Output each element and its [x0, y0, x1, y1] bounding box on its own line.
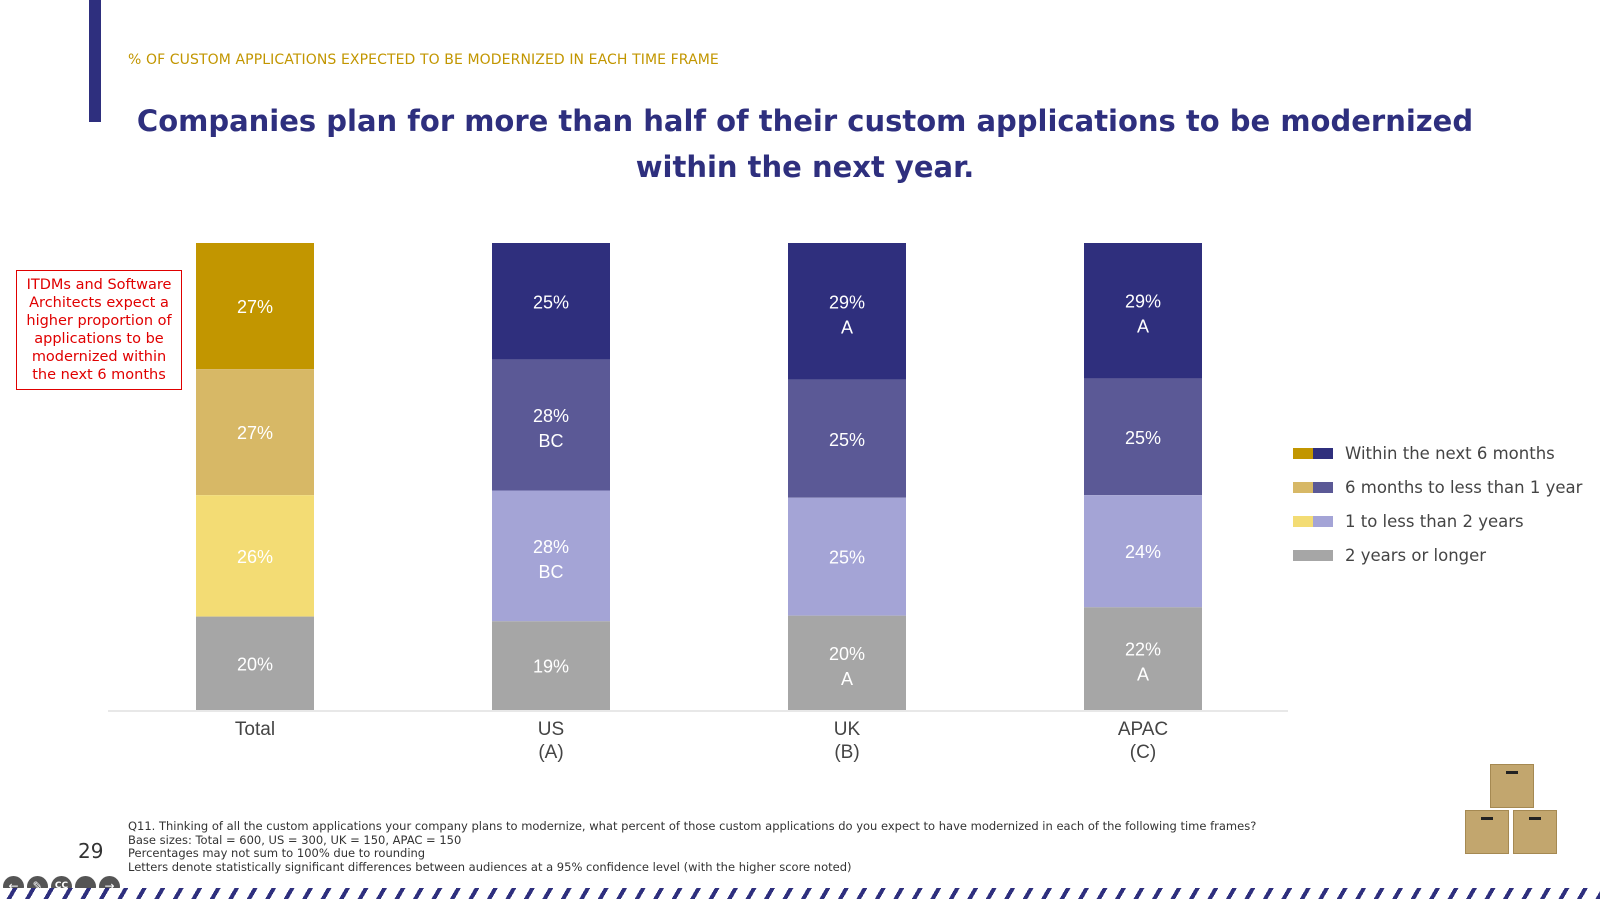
bar-segment	[492, 621, 610, 710]
legend-swatch	[1293, 481, 1333, 493]
category-label: UK	[834, 719, 861, 740]
data-label: 19%	[533, 657, 569, 677]
legend-swatch	[1293, 447, 1333, 459]
box-top	[1490, 764, 1534, 808]
bar-segment	[492, 490, 610, 622]
bar-segment	[788, 497, 906, 616]
footnote-rounding: Percentages may not sum to 100% due to r…	[128, 846, 426, 860]
category-label: US	[538, 719, 564, 740]
bar-segment	[1084, 607, 1202, 710]
legend-item-within-6-months: Within the next 6 months	[1293, 436, 1582, 470]
significance-label: BC	[538, 431, 563, 451]
bar-segment	[788, 243, 906, 380]
legend-label: 6 months to less than 1 year	[1345, 477, 1583, 497]
data-label: 24%	[1125, 542, 1161, 562]
legend-item-6-months-to-1-year: 6 months to less than 1 year	[1293, 470, 1582, 504]
slide-title: Companies plan for more than half of the…	[136, 104, 1474, 184]
data-label: 28%	[533, 537, 569, 557]
bar-segment	[492, 243, 610, 360]
significance-label: BC	[538, 562, 563, 582]
bar-segment	[492, 359, 610, 491]
data-label: 22%	[1125, 640, 1161, 660]
data-label: 20%	[237, 654, 273, 674]
legend-label: Within the next 6 months	[1345, 443, 1555, 463]
bar-segment	[1084, 378, 1202, 496]
data-label: 27%	[237, 423, 273, 443]
data-label: 25%	[533, 292, 569, 312]
data-label: 29%	[1125, 292, 1161, 312]
data-label: 29%	[829, 292, 865, 312]
footnotes: Q11. Thinking of all the custom applicat…	[128, 819, 1257, 874]
bar-segment	[1084, 495, 1202, 608]
legend-label: 2 years or longer	[1345, 545, 1487, 565]
legend-item-2-years-or-longer: 2 years or longer	[1293, 538, 1582, 572]
data-label: 25%	[829, 548, 865, 568]
data-label: 26%	[237, 547, 273, 567]
bar-segment	[1084, 243, 1202, 379]
significance-label: A	[841, 669, 853, 689]
chart-legend: Within the next 6 months 6 months to les…	[1293, 436, 1582, 572]
legend-swatch	[1293, 549, 1333, 561]
legend-label: 1 to less than 2 years	[1345, 511, 1524, 531]
accent-bar	[89, 0, 101, 122]
bar-segment	[196, 243, 314, 370]
data-label: 25%	[829, 430, 865, 450]
legend-swatch	[1293, 515, 1333, 527]
bar-segment	[196, 616, 314, 710]
page-number: 29	[78, 839, 104, 863]
data-label: 27%	[237, 297, 273, 317]
category-label: APAC	[1118, 719, 1168, 740]
callout-text: ITDMs and Software Architects expect a h…	[26, 277, 172, 383]
callout-box: ITDMs and Software Architects expect a h…	[16, 270, 182, 390]
significance-label: A	[1137, 317, 1149, 337]
data-label: 25%	[1125, 428, 1161, 448]
footnote-question: Q11. Thinking of all the custom applicat…	[128, 819, 1257, 833]
box-bottom-left	[1465, 810, 1509, 854]
bar-segment	[196, 369, 314, 496]
slide-subtitle: % OF CUSTOM APPLICATIONS EXPECTED TO BE …	[128, 52, 719, 68]
category-label: Total	[235, 719, 275, 740]
footnote-base-sizes: Base sizes: Total = 600, US = 300, UK = …	[128, 832, 462, 847]
category-label: (C)	[1130, 742, 1156, 763]
significance-label: A	[1137, 665, 1149, 685]
bar-segment	[788, 615, 906, 710]
data-label: 28%	[533, 406, 569, 426]
category-label: (A)	[538, 742, 563, 763]
bar-segment	[196, 495, 314, 617]
significance-label: A	[841, 317, 853, 337]
footnote-significance: Letters denote statistically significant…	[128, 859, 852, 874]
decorative-stripe	[0, 888, 1600, 899]
bar-segment	[788, 379, 906, 498]
category-label: (B)	[834, 742, 859, 763]
boxes-illustration	[1465, 764, 1565, 864]
data-label: 20%	[829, 644, 865, 664]
legend-item-1-to-2-years: 1 to less than 2 years	[1293, 504, 1582, 538]
box-bottom-right	[1513, 810, 1557, 854]
